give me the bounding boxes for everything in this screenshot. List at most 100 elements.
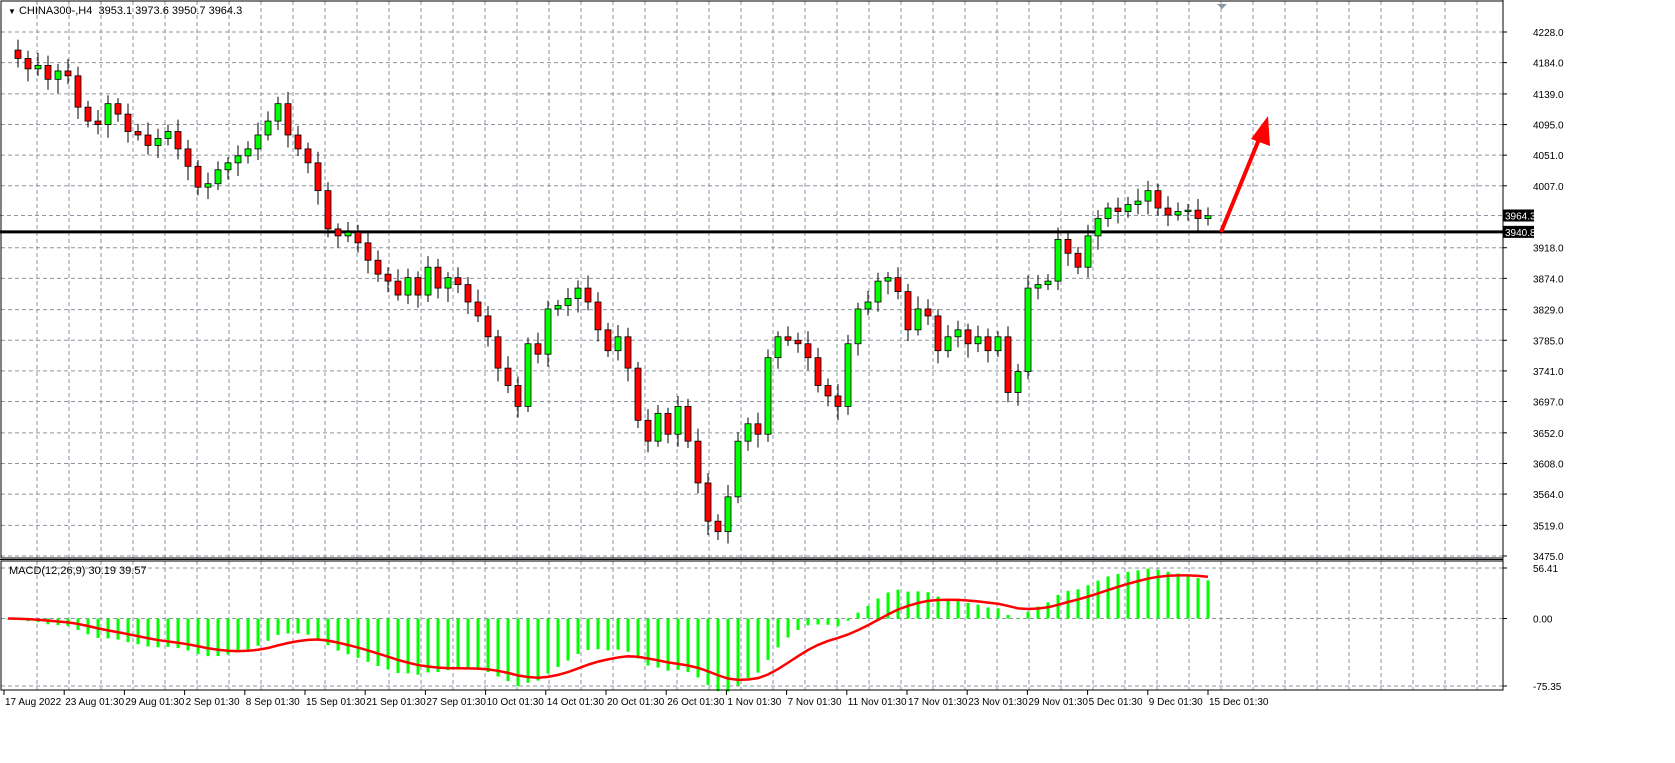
macd-histogram-bar <box>816 618 820 625</box>
candle-bull <box>1024 287 1032 372</box>
macd-histogram-bar <box>1096 580 1100 619</box>
macd-histogram-bar <box>256 618 260 646</box>
date-tick-label: 7 Nov 01:30 <box>788 697 842 708</box>
date-tick-label: 21 Sep 01:30 <box>366 697 426 708</box>
candle-bull <box>734 440 742 498</box>
macd-histogram-bar <box>1156 569 1160 619</box>
macd-pane-border <box>0 560 1504 691</box>
candle-bull <box>54 70 62 80</box>
macd-histogram-bar <box>136 618 140 645</box>
dropdown-triangle-icon[interactable]: ▼ <box>8 7 16 16</box>
price-tick-label: 4095.0 <box>1533 121 1564 132</box>
candle-bear <box>1164 207 1172 216</box>
price-tick-label: 3697.0 <box>1533 398 1564 409</box>
candle-bull <box>1104 207 1112 219</box>
macd-histogram-bar <box>1186 575 1190 619</box>
candle-bear <box>624 336 632 369</box>
scroll-marker-icon[interactable] <box>1217 4 1227 9</box>
candle-bull <box>164 131 172 139</box>
macd-tick-label: -75.35 <box>1533 682 1562 693</box>
macd-histogram-bar <box>396 618 400 673</box>
candle-bull <box>1084 235 1092 268</box>
date-tick-label: 9 Dec 01:30 <box>1149 697 1203 708</box>
candle-bear <box>784 336 792 341</box>
macd-histogram-bar <box>986 607 990 619</box>
candle-bear <box>334 228 342 237</box>
candle-bull <box>1034 284 1042 289</box>
macd-histogram-bar <box>896 589 900 619</box>
macd-histogram-bar <box>406 618 410 674</box>
macd-histogram-bar <box>466 618 470 669</box>
ohlc-values: 3953.1 3973.6 3950.7 3964.3 <box>98 5 243 17</box>
macd-histogram-bar <box>676 618 680 670</box>
date-tick-label: 17 Nov 01:30 <box>908 697 968 708</box>
price-tick-label: 4184.0 <box>1533 59 1564 70</box>
candle-bear <box>684 405 692 442</box>
candle-bear <box>714 520 722 533</box>
candle-bear <box>584 287 592 303</box>
candle-bear <box>694 440 702 484</box>
macd-histogram-bar <box>376 618 380 667</box>
price-tick-label: 3475.0 <box>1533 552 1564 563</box>
candle-bear <box>804 343 812 359</box>
macd-histogram-bar <box>146 618 150 647</box>
macd-histogram-bar <box>586 618 590 650</box>
candle-bear <box>44 65 52 80</box>
macd-histogram-bar <box>1026 611 1030 619</box>
macd-histogram-bar <box>336 618 340 651</box>
candle-bear <box>824 385 832 397</box>
macd-histogram-bar <box>556 618 560 668</box>
macd-histogram-bar <box>826 618 830 625</box>
price-tick-label: 3874.0 <box>1533 274 1564 285</box>
symbol-timeframe: CHINA300-,H4 <box>18 5 93 17</box>
price-tick-label: 4228.0 <box>1533 28 1564 39</box>
date-tick-label: 20 Oct 01:30 <box>607 697 665 708</box>
candle-bear <box>24 58 32 70</box>
macd-histogram-bar <box>1066 590 1070 619</box>
macd-histogram-bar <box>516 618 520 687</box>
macd-histogram-bar <box>606 618 610 651</box>
candle-bear <box>94 120 102 125</box>
macd-histogram-bar <box>506 618 510 682</box>
date-tick-label: 27 Sep 01:30 <box>426 697 486 708</box>
candle-bull <box>554 305 562 310</box>
candle-bull <box>1094 218 1102 237</box>
price-tick-label: 4051.0 <box>1533 151 1564 162</box>
macd-histogram-bar <box>166 618 170 647</box>
macd-histogram-bar <box>186 618 190 651</box>
price-axis[interactable]: 4228.0 4184.0 4139.0 4095.0 4051.0 4007.0 3918… <box>1502 0 1564 690</box>
macd-histogram-bar <box>616 618 620 650</box>
candle-bear <box>794 339 802 345</box>
candle-bull <box>154 138 162 146</box>
macd-histogram-bar <box>1006 614 1010 619</box>
macd-histogram-bar <box>746 618 750 679</box>
macd-histogram-bar <box>786 618 790 638</box>
candle-bear <box>704 482 712 522</box>
chart-header: ▼ CHINA300-,H4 3953.1 3973.6 3950.7 3964… <box>8 5 242 17</box>
candle-bull <box>1184 209 1192 212</box>
candle-bear <box>1154 190 1162 209</box>
candle-bull <box>424 266 432 296</box>
candle-bull <box>244 148 252 157</box>
candle-bull <box>524 343 532 407</box>
candles <box>14 39 1212 544</box>
trend-arrow-head-icon <box>1251 116 1270 146</box>
candle-bear <box>374 259 382 275</box>
macd-histogram-bar <box>836 618 840 627</box>
price-tick-label: 4139.0 <box>1533 90 1564 101</box>
macd-histogram-bar <box>156 618 160 648</box>
main-pane-border <box>0 0 1504 559</box>
candle-bear <box>894 277 902 292</box>
candle-bull <box>564 298 572 306</box>
macd-histogram-bar <box>1076 589 1080 619</box>
candle-bear <box>124 113 132 132</box>
date-tick-label: 15 Dec 01:30 <box>1209 697 1269 708</box>
date-tick-label: 8 Sep 01:30 <box>246 697 300 708</box>
macd-histogram-bar <box>756 618 760 673</box>
macd-histogram-bar <box>526 618 530 683</box>
date-tick-label: 26 Oct 01:30 <box>667 697 725 708</box>
date-axis[interactable]: 17 Aug 2022 23 Aug 01:30 29 Aug 01:30 2 Sep… <box>3 690 1269 708</box>
candle-bull <box>954 329 962 338</box>
trend-arrow-shaft[interactable] <box>1219 131 1264 233</box>
